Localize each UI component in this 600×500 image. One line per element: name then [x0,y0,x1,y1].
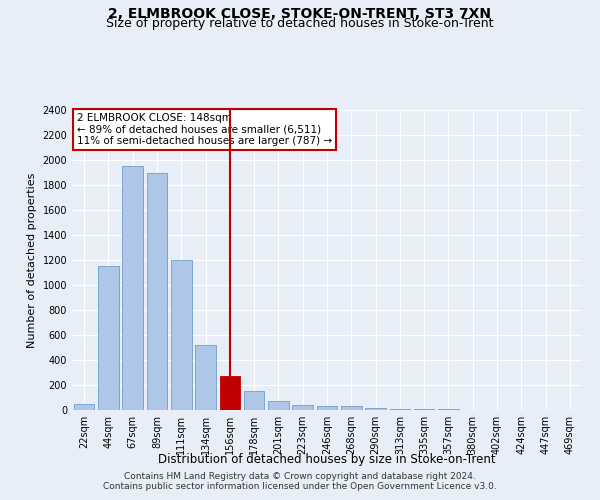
Text: Distribution of detached houses by size in Stoke-on-Trent: Distribution of detached houses by size … [158,452,496,466]
Bar [341,406,362,410]
Bar [268,400,289,410]
Text: Size of property relative to detached houses in Stoke-on-Trent: Size of property relative to detached ho… [106,18,494,30]
Bar [122,166,143,410]
Bar [220,376,240,410]
Text: 2 ELMBROOK CLOSE: 148sqm
← 89% of detached houses are smaller (6,511)
11% of sem: 2 ELMBROOK CLOSE: 148sqm ← 89% of detach… [77,113,332,146]
Bar [171,260,191,410]
Text: Contains public sector information licensed under the Open Government Licence v3: Contains public sector information licen… [103,482,497,491]
Bar [146,172,167,410]
Bar [365,408,386,410]
Bar [98,266,119,410]
Text: Contains HM Land Registry data © Crown copyright and database right 2024.: Contains HM Land Registry data © Crown c… [124,472,476,481]
Y-axis label: Number of detached properties: Number of detached properties [27,172,37,348]
Bar [389,409,410,410]
Text: 2, ELMBROOK CLOSE, STOKE-ON-TRENT, ST3 7XN: 2, ELMBROOK CLOSE, STOKE-ON-TRENT, ST3 7… [109,8,491,22]
Bar [292,405,313,410]
Bar [195,345,216,410]
Bar [414,409,434,410]
Bar [244,390,265,410]
Bar [74,404,94,410]
Bar [317,406,337,410]
